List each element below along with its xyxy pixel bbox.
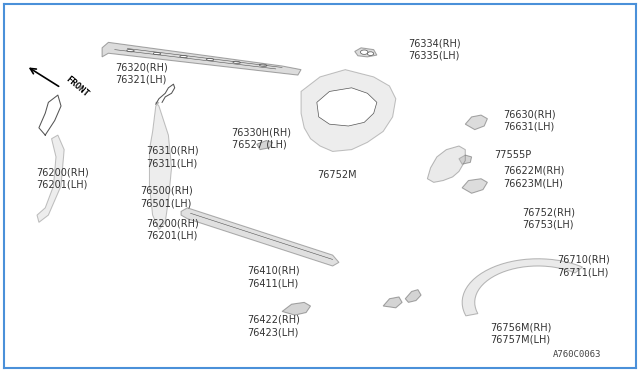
Polygon shape [102, 42, 301, 75]
Polygon shape [462, 259, 582, 316]
Text: 76756M(RH)
76757M(LH): 76756M(RH) 76757M(LH) [490, 322, 552, 344]
Text: 77555P: 77555P [493, 150, 531, 160]
Text: 76200(RH)
76201(LH): 76200(RH) 76201(LH) [147, 218, 199, 241]
Ellipse shape [233, 61, 241, 64]
Text: 76500(RH)
76501(LH): 76500(RH) 76501(LH) [140, 186, 193, 208]
Text: 76752(RH)
76753(LH): 76752(RH) 76753(LH) [522, 208, 575, 230]
Text: A760C0063: A760C0063 [553, 350, 601, 359]
Text: 76410(RH)
76411(LH): 76410(RH) 76411(LH) [247, 266, 300, 288]
Text: FRONT: FRONT [64, 75, 90, 99]
Text: 76422(RH)
76423(LH): 76422(RH) 76423(LH) [247, 315, 300, 337]
Polygon shape [317, 88, 377, 126]
Polygon shape [465, 115, 488, 129]
Text: 76310(RH)
76311(LH): 76310(RH) 76311(LH) [147, 146, 199, 168]
Text: 76622M(RH)
76623M(LH): 76622M(RH) 76623M(LH) [503, 166, 564, 188]
Ellipse shape [206, 58, 214, 61]
Ellipse shape [180, 55, 188, 58]
Polygon shape [257, 141, 273, 150]
Ellipse shape [127, 49, 134, 52]
Text: 76200(RH)
76201(LH): 76200(RH) 76201(LH) [36, 167, 88, 190]
Text: 76320(RH)
76321(LH): 76320(RH) 76321(LH) [115, 62, 168, 84]
Polygon shape [355, 48, 377, 57]
Polygon shape [181, 208, 339, 266]
Ellipse shape [154, 52, 161, 55]
Polygon shape [37, 135, 64, 222]
Text: 76630(RH)
76631(LH): 76630(RH) 76631(LH) [503, 109, 556, 132]
Polygon shape [459, 155, 472, 164]
Text: 76330H(RH)
76527 (LH): 76330H(RH) 76527 (LH) [232, 128, 292, 150]
Text: 76334(RH)
76335(LH): 76334(RH) 76335(LH) [408, 38, 461, 61]
Polygon shape [301, 70, 396, 151]
Polygon shape [282, 302, 310, 315]
Polygon shape [462, 179, 488, 193]
Text: 76752M: 76752M [317, 170, 356, 180]
Text: 76710(RH)
76711(LH): 76710(RH) 76711(LH) [557, 255, 610, 277]
Ellipse shape [259, 64, 267, 66]
Polygon shape [405, 290, 421, 302]
Polygon shape [428, 146, 465, 182]
Circle shape [360, 50, 368, 54]
Polygon shape [383, 297, 402, 308]
Circle shape [367, 52, 374, 55]
Polygon shape [150, 102, 172, 230]
